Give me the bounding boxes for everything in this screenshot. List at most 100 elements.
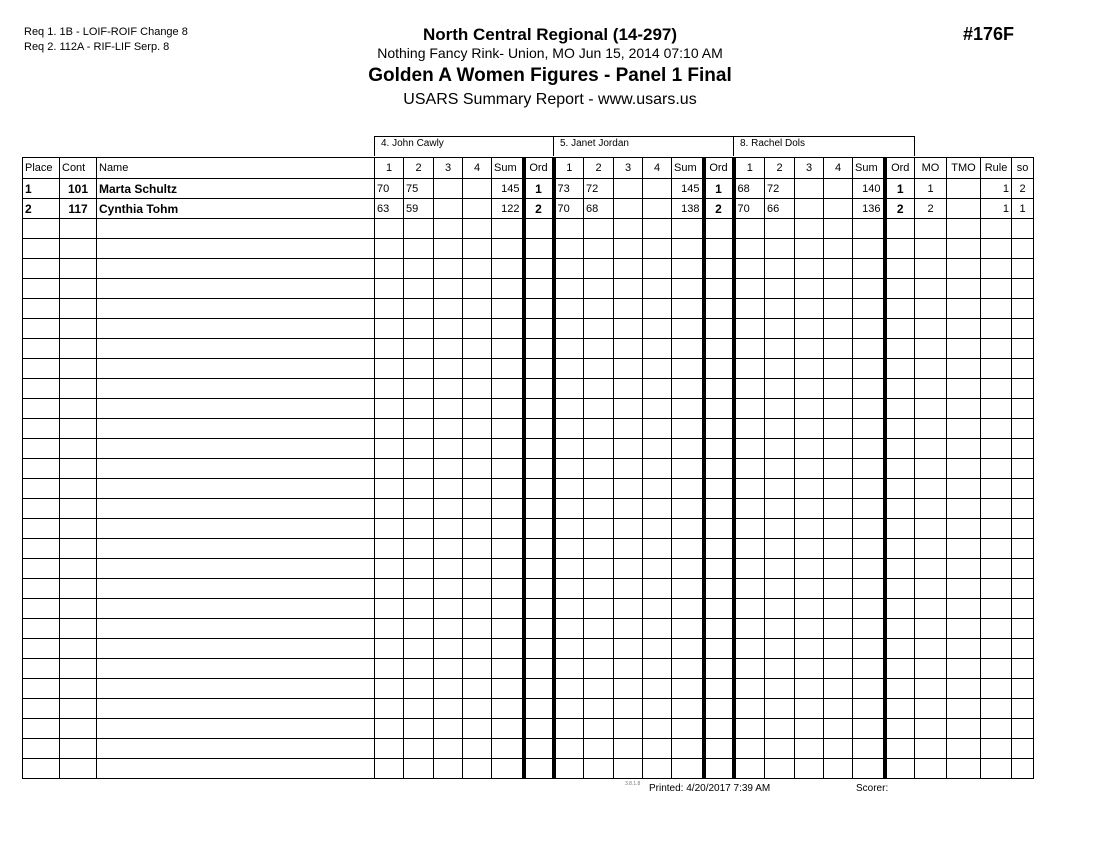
score-cell (462, 378, 492, 399)
ord-cell: 1 (701, 178, 734, 199)
score-cell (764, 498, 795, 519)
score-cell (551, 538, 584, 559)
score-cell (731, 558, 765, 579)
score-cell (374, 578, 404, 599)
table-row (22, 238, 1034, 259)
cont-cell (59, 278, 97, 299)
score-cell (764, 218, 795, 239)
col-header-mo: MO (914, 157, 947, 179)
score-cell (403, 658, 434, 679)
table-row (22, 598, 1034, 619)
cont-cell (59, 678, 97, 699)
name-cell (96, 398, 375, 419)
score-cell (764, 318, 795, 339)
tmo-cell (946, 538, 981, 559)
sum-cell (671, 638, 704, 659)
cont-cell (59, 478, 97, 499)
rule-cell (980, 258, 1012, 279)
place-cell (22, 758, 60, 779)
ord-cell (882, 658, 915, 679)
score-cell (642, 578, 672, 599)
sum-cell (852, 318, 885, 339)
score-cell (433, 338, 463, 359)
sum-cell (852, 578, 885, 599)
score-cell (551, 338, 584, 359)
place-cell (22, 398, 60, 419)
score-cell (642, 758, 672, 779)
score-cell (433, 258, 463, 279)
score-cell (462, 718, 492, 739)
sum-cell (852, 478, 885, 499)
name-cell (96, 258, 375, 279)
sum-cell: 140 (852, 178, 885, 199)
ord-cell (701, 638, 734, 659)
sum-cell (852, 598, 885, 619)
table-row (22, 478, 1034, 499)
tmo-cell (946, 198, 981, 219)
score-cell (462, 738, 492, 759)
score-cell (613, 358, 643, 379)
cont-cell (59, 578, 97, 599)
score-cell: 63 (374, 198, 404, 219)
score-cell (613, 278, 643, 299)
score-cell (462, 758, 492, 779)
score-cell (731, 378, 765, 399)
score-cell (374, 678, 404, 699)
score-cell (642, 478, 672, 499)
so-cell (1011, 458, 1034, 479)
score-cell (583, 538, 614, 559)
score-cell (374, 478, 404, 499)
so-cell (1011, 678, 1034, 699)
score-cell (374, 278, 404, 299)
score-cell (462, 278, 492, 299)
score-cell (642, 558, 672, 579)
score-cell (374, 498, 404, 519)
name-cell (96, 558, 375, 579)
score-cell (583, 338, 614, 359)
col-header-ord: Ord (701, 157, 734, 179)
score-cell (433, 438, 463, 459)
ord-cell (882, 398, 915, 419)
sum-cell (671, 298, 704, 319)
rule-cell (980, 578, 1012, 599)
score-cell (403, 398, 434, 419)
score-cell (403, 558, 434, 579)
place-cell (22, 378, 60, 399)
rule-cell (980, 418, 1012, 439)
rule-cell (980, 378, 1012, 399)
table-row (22, 638, 1034, 659)
score-cell (794, 478, 824, 499)
location-date: Nothing Fancy Rink- Union, MO Jun 15, 20… (377, 45, 723, 61)
score-cell (794, 398, 824, 419)
sum-cell (671, 458, 704, 479)
name-cell (96, 758, 375, 779)
score-cell (642, 218, 672, 239)
score-cell (642, 418, 672, 439)
score-cell (613, 598, 643, 619)
score-cell (374, 598, 404, 619)
ord-cell (521, 738, 554, 759)
score-cell (462, 358, 492, 379)
ord-cell (701, 678, 734, 699)
place-cell (22, 218, 60, 239)
place-cell (22, 558, 60, 579)
score-cell (583, 558, 614, 579)
so-cell (1011, 518, 1034, 539)
rule-cell (980, 638, 1012, 659)
score-cell (403, 498, 434, 519)
score-cell (433, 738, 463, 759)
ord-cell (701, 518, 734, 539)
name-cell: Cynthia Tohm (96, 198, 375, 219)
col-header-tmo: TMO (946, 157, 981, 179)
table-row (22, 218, 1034, 239)
sum-cell (671, 758, 704, 779)
score-cell (374, 718, 404, 739)
sum-cell (852, 678, 885, 699)
score-cell (462, 178, 492, 199)
tmo-cell (946, 238, 981, 259)
sum-cell: 145 (491, 178, 524, 199)
score-cell (731, 638, 765, 659)
score-cell (433, 298, 463, 319)
place-cell (22, 678, 60, 699)
sum-cell (491, 258, 524, 279)
